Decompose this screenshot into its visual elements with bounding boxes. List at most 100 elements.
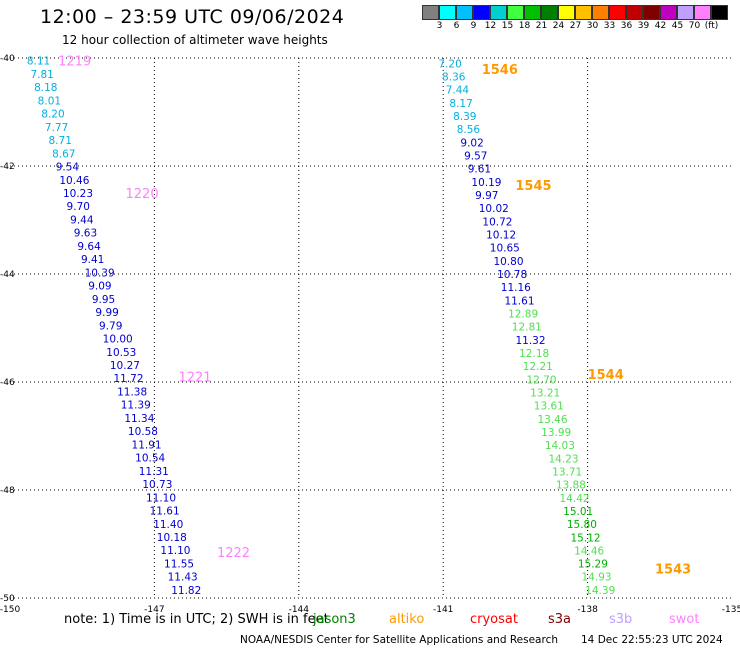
wave-height-value: 15.80 [567,519,597,531]
wave-height-value: 9.57 [464,151,487,163]
wave-height-value: 12.89 [508,308,538,320]
wave-height-value: 9.64 [77,241,101,253]
wave-height-value: 15.01 [563,506,593,518]
wave-height-value: 11.16 [501,282,531,294]
legend-swatch [643,5,660,20]
legend-swatch [507,5,524,20]
wave-height-value: 7.77 [45,122,68,134]
wave-height-value: 8.71 [49,135,72,147]
wave-height-value: 11.82 [171,585,201,597]
legend-label: 9 [470,21,477,31]
wave-height-value: 9.95 [92,294,115,306]
track-labels: 1219 1220 1221 1222 1546 1545 1544 1543 [58,55,691,578]
wave-height-value: 9.41 [81,254,104,266]
track-id-label: 1220 [126,187,159,202]
legend-label: 30 [586,21,599,31]
wave-height-value: 10.78 [497,269,527,281]
wave-height-value: 10.73 [142,479,172,491]
lon-tick-label: -147 [144,605,164,615]
wave-height-value: 10.53 [106,347,136,359]
wave-height-value: 9.99 [95,307,118,319]
wave-height-value: 11.43 [168,572,198,584]
wave-height-value: 11.91 [132,439,162,451]
wave-height-value: 13.88 [556,480,586,492]
wave-height-value: 8.17 [449,98,472,110]
wave-height-value: 10.80 [493,256,523,268]
legend-label: 24 [552,21,565,31]
wave-height-value: 10.19 [471,177,501,189]
wave-height-value: 13.61 [534,401,564,413]
wave-height-value: 14.42 [560,493,590,505]
legend-swatch [456,5,473,20]
legend-label: 42 [654,21,667,31]
lon-tick-label: -150 [0,605,20,615]
track-id-label: 1546 [482,63,518,78]
legend-swatch [524,5,541,20]
legend-label: 27 [569,21,582,31]
legend-swatch [473,5,490,20]
wave-height-value: 9.02 [460,137,483,149]
wave-height-value: 8.67 [52,148,75,160]
wave-height-value: 9.97 [475,190,498,202]
wave-height-value: 7.44 [446,85,470,97]
wave-height-value: 11.38 [117,386,147,398]
lat-tick-label: -44 [0,270,15,280]
legend-swatch [575,5,592,20]
track-id-label: 1544 [588,368,624,383]
wave-height-value: 10.46 [59,175,89,187]
lon-tick-label: -144 [289,605,310,615]
wave-height-value: 8.36 [442,72,466,84]
wave-height-value: 11.39 [121,400,151,412]
wave-height-value: 8.20 [41,109,64,121]
footer-credit: NOAA/NESDIS Center for Satellite Applica… [240,634,558,646]
legend-swatch [558,5,575,20]
wave-height-value: 11.55 [164,558,194,570]
legend-swatch [711,5,728,20]
wave-height-value: 12.81 [512,322,542,334]
wave-height-value: 11.61 [150,506,180,518]
color-legend [422,5,728,20]
wave-height-value: 12.21 [523,361,553,373]
track-id-label: 1222 [217,546,250,561]
wave-height-value: 10.72 [482,216,512,228]
wave-height-value: 10.12 [486,230,516,242]
track-id-label: 1221 [178,371,211,386]
wave-height-value: 9.63 [74,228,97,240]
wave-height-value: 10.18 [157,532,187,544]
wave-height-value: 10.00 [103,334,133,346]
wave-height-value: 11.61 [504,295,534,307]
legend-swatch [626,5,643,20]
lat-tick-label: -42 [0,162,15,172]
legend-swatch [422,5,439,20]
legend-label: 21 [535,21,548,31]
wave-height-value: 7.20 [438,58,461,70]
legend-label: 18 [518,21,531,31]
legend-label: 36 [620,21,633,31]
legend-swatch [609,5,626,20]
wave-height-value: 10.58 [128,426,158,438]
wave-height-value: 13.99 [541,427,571,439]
wave-height-value: 11.32 [515,335,545,347]
wave-height-value: 10.54 [135,453,165,465]
legend-swatch [694,5,711,20]
track-id-label: 1219 [58,55,91,70]
wave-height-value: 9.79 [99,320,122,332]
wave-height-value: 12.70 [526,374,556,386]
wave-height-value: 11.40 [153,519,183,531]
wave-height-value: 9.44 [70,214,94,226]
wave-height-value: 11.10 [146,492,176,504]
wave-height-value: 14.93 [582,572,612,584]
wave-height-value: 9.54 [56,162,80,174]
satellite-label: swot [669,612,700,627]
wave-height-value: 10.39 [85,267,115,279]
wave-height-value: 14.46 [574,545,604,557]
legend-swatch [592,5,609,20]
satellite-label: altiko [389,612,425,627]
legend-label: 3 [436,21,443,31]
satellite-label: cryosat [470,612,518,627]
wave-height-value: 11.31 [139,466,169,478]
left-track: 8.117.818.188.01 8.207.778.718.67 9.5410.4… [27,56,201,597]
legend-label: 12 [484,21,497,31]
wave-height-value: 10.02 [479,203,509,215]
wave-height-value: 15.29 [578,559,608,571]
